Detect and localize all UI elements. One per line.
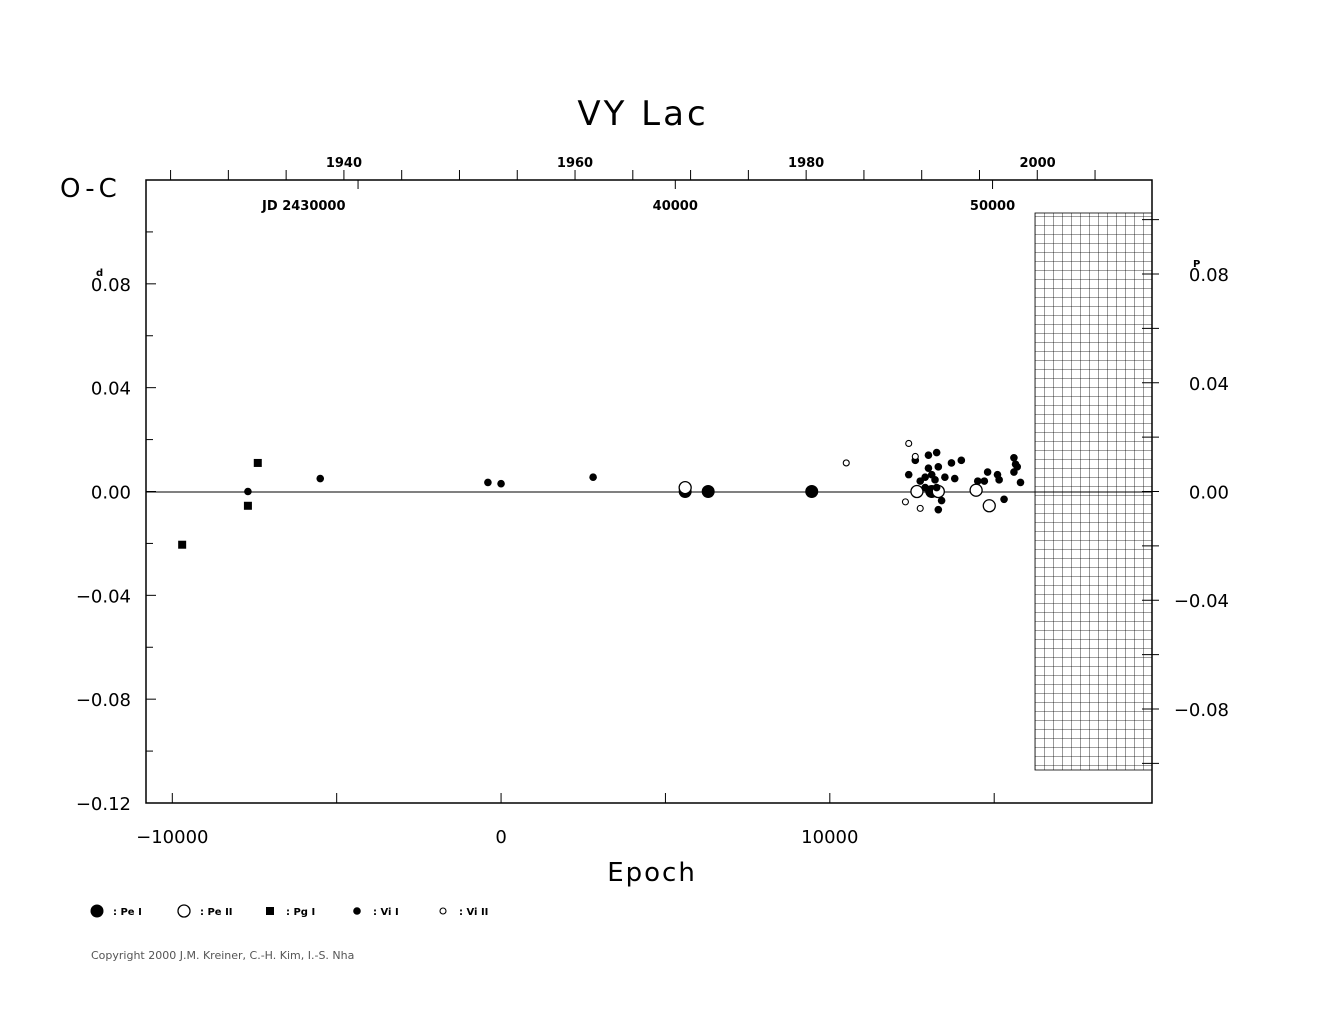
year-tick-label: 2000 — [1019, 156, 1055, 171]
data-point-peii — [969, 483, 983, 497]
data-point-viii — [911, 452, 919, 461]
data-point-vii — [950, 474, 959, 483]
data-point-viii — [905, 439, 913, 448]
legend-marker — [266, 907, 274, 915]
data-point-vii — [316, 474, 325, 483]
data-point-vii — [484, 478, 492, 487]
data-point-viii — [901, 498, 909, 506]
y-tick-label-left: 0.00 — [91, 483, 131, 504]
data-point-vii — [937, 496, 946, 505]
data-point-pei — [701, 485, 715, 498]
legend-label: : Pe I — [113, 907, 142, 918]
y-unit-right: P — [1193, 259, 1200, 270]
y-tick-label-right: 0.08 — [1189, 265, 1229, 286]
jd-tick-label: 50000 — [970, 199, 1015, 214]
legend-marker — [90, 904, 104, 918]
data-point-peii — [982, 499, 996, 513]
legend-label: : Pe II — [200, 907, 233, 918]
jd-tick-label: 40000 — [653, 199, 698, 214]
x-tick-label: 10000 — [801, 827, 858, 848]
year-tick-label: 1960 — [557, 156, 593, 171]
legend-label: : Vi II — [459, 907, 488, 918]
y-tick-label-right: −0.04 — [1174, 591, 1229, 612]
data-point-pgi — [243, 501, 252, 510]
data-point-pei — [805, 485, 819, 498]
legend: : Pe I : Pe II : Pg I : Vi I : Vi II — [90, 904, 488, 918]
legend-marker — [353, 907, 361, 915]
y-axis-left: 0.08d 0.04 0.00 −0.04 −0.08 −0.12 — [76, 179, 156, 815]
data-point-viii — [842, 459, 850, 467]
data-point-vii — [1010, 453, 1018, 462]
y-axis-right: 0.08P 0.04 0.00 −0.04 −0.08 — [1142, 219, 1229, 764]
year-tick-label: 1940 — [326, 156, 362, 171]
data-point-vii — [1010, 468, 1018, 476]
chart-title: VY Lac — [577, 94, 708, 134]
x-axis-label: Epoch — [607, 858, 697, 888]
data-point-vii — [1016, 478, 1025, 487]
top-axis: 1940 1960 1980 2000 JD 2430000 40000 50000 — [170, 156, 1096, 214]
data-point-vii — [934, 505, 943, 514]
data-points — [178, 439, 1025, 549]
data-point-vii — [973, 477, 982, 485]
x-axis: −10000 0 10000 — [136, 793, 995, 848]
data-point-vii — [931, 476, 939, 484]
data-point-vii — [957, 456, 966, 465]
data-point-vii — [983, 468, 992, 476]
data-point-vii — [921, 473, 929, 482]
y-tick-label-right: −0.08 — [1174, 700, 1229, 721]
y-axis-label: O-C — [60, 174, 121, 204]
y-tick-label-left: −0.04 — [76, 586, 131, 607]
data-point-vii — [924, 464, 933, 472]
y-unit-left: d — [96, 268, 103, 279]
data-point-vii — [589, 473, 597, 482]
data-point-vii — [995, 476, 1003, 484]
x-tick-label: −10000 — [136, 827, 208, 848]
data-point-vii — [932, 448, 941, 457]
data-point-vii — [941, 473, 949, 482]
data-point-vii — [1011, 460, 1020, 469]
legend-marker — [439, 907, 447, 915]
data-point-vii — [497, 479, 505, 488]
data-point-vii — [932, 483, 941, 492]
data-point-peii — [910, 484, 924, 499]
y-tick-label-right: 0.00 — [1189, 483, 1229, 504]
data-point-vii — [244, 487, 252, 496]
y-tick-label-left: −0.08 — [76, 690, 131, 711]
x-tick-label: 0 — [495, 827, 506, 848]
data-point-vii — [904, 470, 913, 479]
data-point-vii — [921, 483, 929, 492]
data-point-vii — [934, 463, 943, 471]
data-point-pgi — [253, 458, 262, 467]
legend-label: : Vi I — [373, 907, 399, 918]
data-point-vii — [980, 477, 989, 485]
data-point-vii — [947, 459, 956, 467]
legend-marker — [177, 904, 191, 918]
legend-label: : Pg I — [286, 907, 315, 918]
y-tick-label-right: 0.04 — [1189, 374, 1229, 395]
y-tick-label-left: −0.12 — [76, 794, 131, 815]
year-tick-label: 1980 — [788, 156, 824, 171]
y-tick-label-left: 0.08 — [91, 275, 131, 296]
data-point-vii — [924, 451, 933, 459]
data-point-vii — [1000, 495, 1008, 504]
copyright-text: Copyright 2000 J.M. Kreiner, C.-H. Kim, … — [91, 949, 355, 962]
data-point-pgi — [178, 540, 187, 549]
jd-tick-label: JD 2430000 — [261, 199, 345, 214]
y-tick-label-left: 0.04 — [91, 379, 131, 400]
data-point-viii — [916, 504, 924, 512]
data-point-peii — [678, 480, 692, 495]
